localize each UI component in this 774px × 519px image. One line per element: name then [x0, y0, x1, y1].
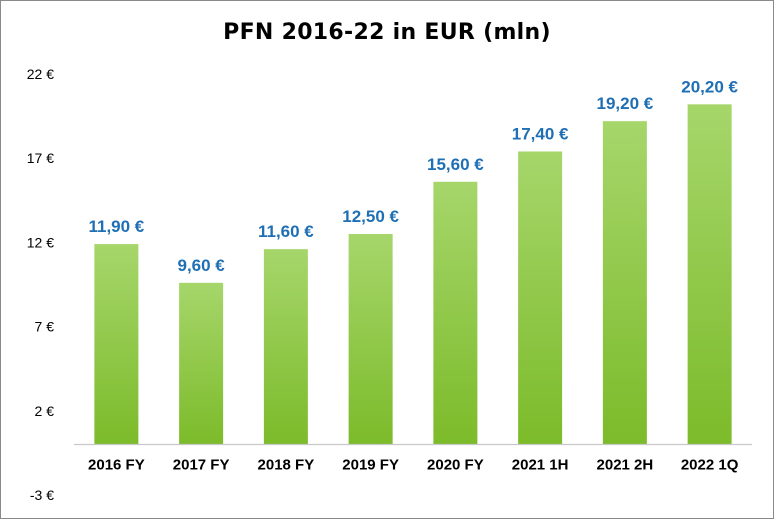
data-label: 11,60 €	[258, 222, 314, 241]
y-tick-label: 12 €	[27, 234, 54, 250]
data-label: 19,20 €	[597, 94, 654, 113]
bar-2021-2h	[602, 121, 647, 445]
bar-2018-fy	[263, 249, 308, 445]
data-label: 17,40 €	[512, 124, 569, 143]
data-label: 12,50 €	[342, 207, 399, 226]
y-tick-label: 7 €	[35, 319, 55, 335]
bar-2020-fy	[433, 181, 478, 445]
data-label: 20,20 €	[681, 77, 738, 96]
x-tick-label: 2021 1H	[512, 456, 569, 473]
x-tick-label: 2022 1Q	[681, 456, 739, 473]
y-tick-label: 22 €	[27, 66, 54, 82]
y-tick-label: 17 €	[27, 150, 54, 166]
bar-2019-fy	[348, 233, 393, 445]
x-tick-label: 2018 FY	[258, 456, 315, 473]
bar-2021-1h	[518, 151, 563, 445]
x-tick-label: 2017 FY	[173, 456, 230, 473]
chart-title: PFN 2016-22 in EUR (mln)	[223, 20, 551, 45]
x-tick-label: 2016 FY	[88, 456, 145, 473]
bars	[94, 104, 732, 445]
bar-2017-fy	[179, 282, 224, 445]
bar-2016-fy	[94, 244, 139, 445]
y-tick-label: -3 €	[30, 487, 54, 503]
x-tick-label: 2019 FY	[342, 456, 399, 473]
x-axis: 2016 FY 2017 FY 2018 FY 2019 FY 2020 FY 2021 …	[74, 443, 752, 473]
data-label: 9,60 €	[177, 256, 225, 275]
bar-2022-1q	[687, 104, 732, 445]
data-label: 11,90 €	[88, 217, 144, 236]
data-labels: 11,90 € 9,60 € 11,60 € 12,50 € 15,60 € 17,40 …	[88, 77, 738, 275]
y-axis: 22 € 17 € 12 € 7 € 2 € -3 €	[27, 66, 54, 503]
x-tick-label: 2021 2H	[597, 456, 654, 473]
data-label: 15,60 €	[427, 155, 484, 174]
x-tick-label: 2020 FY	[427, 456, 484, 473]
y-tick-label: 2 €	[35, 403, 55, 419]
